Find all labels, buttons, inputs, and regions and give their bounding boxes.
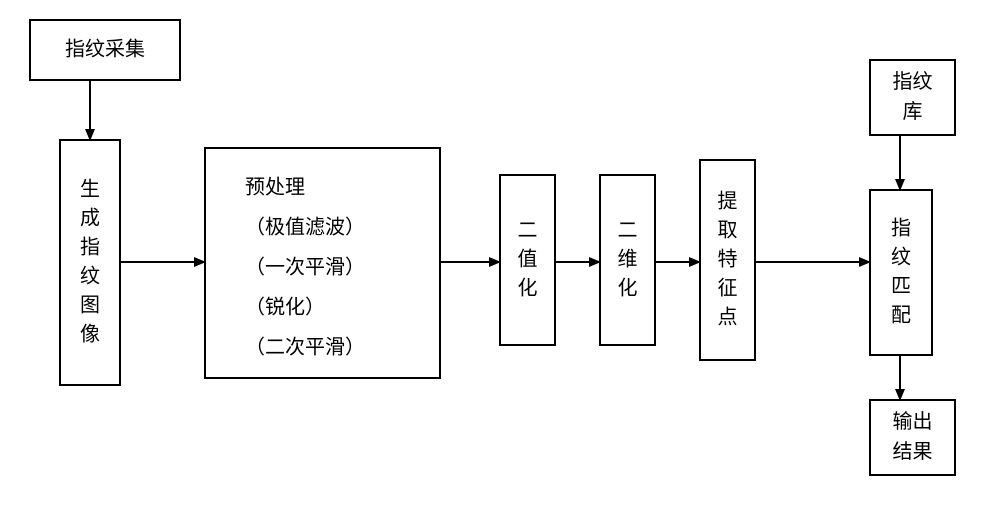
node-preprocess-line-0: 预处理 bbox=[245, 175, 305, 198]
node-collect: 指纹采集 bbox=[30, 20, 180, 80]
node-extract: 提取特征点 bbox=[700, 160, 755, 360]
node-generate-char-0: 生 bbox=[80, 177, 100, 200]
node-twodim-char-2: 化 bbox=[618, 276, 638, 299]
node-binarize: 二值化 bbox=[500, 175, 555, 345]
node-match-char-0: 指 bbox=[891, 216, 911, 239]
node-preprocess-line-3: （锐化） bbox=[245, 295, 325, 318]
node-db: 指纹库 bbox=[870, 60, 955, 135]
node-binarize-char-0: 二 bbox=[518, 219, 538, 241]
node-generate: 生成指纹图像 bbox=[60, 140, 120, 385]
node-db-line-1: 库 bbox=[903, 100, 923, 123]
node-db-line-0: 指纹 bbox=[893, 70, 933, 93]
node-collect-label: 指纹采集 bbox=[65, 37, 145, 60]
node-match-char-2: 匹 bbox=[891, 275, 911, 297]
node-generate-char-4: 图 bbox=[80, 294, 100, 316]
node-match-box bbox=[870, 190, 932, 355]
node-match: 指纹匹配 bbox=[870, 190, 932, 355]
node-output: 输出结果 bbox=[870, 400, 955, 475]
node-twodim-char-0: 二 bbox=[618, 219, 638, 241]
node-extract-char-1: 取 bbox=[718, 219, 738, 241]
node-extract-char-4: 点 bbox=[718, 305, 738, 328]
node-match-char-1: 纹 bbox=[891, 245, 911, 268]
node-extract-char-3: 征 bbox=[718, 276, 738, 299]
node-preprocess: 预处理 （极值滤波） （一次平滑） （锐化） （二次平滑） bbox=[205, 148, 440, 378]
node-preprocess-line-1: （极值滤波） bbox=[245, 215, 365, 238]
node-generate-char-2: 指 bbox=[80, 235, 100, 258]
nodes-layer: 指纹采集生成指纹图像预处理（极值滤波）（一次平滑）（锐化）（二次平滑）二值化二维… bbox=[30, 20, 955, 475]
node-preprocess-line-4: （二次平滑） bbox=[245, 335, 365, 358]
node-binarize-char-1: 值 bbox=[518, 247, 538, 270]
node-match-char-3: 配 bbox=[891, 304, 911, 326]
node-generate-char-1: 成 bbox=[80, 206, 100, 229]
node-binarize-char-2: 化 bbox=[518, 276, 538, 299]
node-generate-box bbox=[60, 140, 120, 385]
node-twodim: 二维化 bbox=[600, 175, 655, 345]
node-extract-char-2: 特 bbox=[718, 247, 738, 270]
node-output-line-0: 输出 bbox=[893, 410, 933, 433]
node-generate-char-5: 像 bbox=[80, 322, 100, 345]
node-preprocess-line-2: （一次平滑） bbox=[245, 255, 365, 278]
node-extract-char-0: 提 bbox=[718, 189, 738, 212]
node-generate-char-3: 纹 bbox=[80, 264, 100, 287]
node-output-line-1: 结果 bbox=[893, 440, 933, 463]
flowchart-canvas: 指纹采集生成指纹图像预处理（极值滤波）（一次平滑）（锐化）（二次平滑）二值化二维… bbox=[0, 0, 1000, 518]
node-twodim-char-1: 维 bbox=[618, 247, 638, 270]
